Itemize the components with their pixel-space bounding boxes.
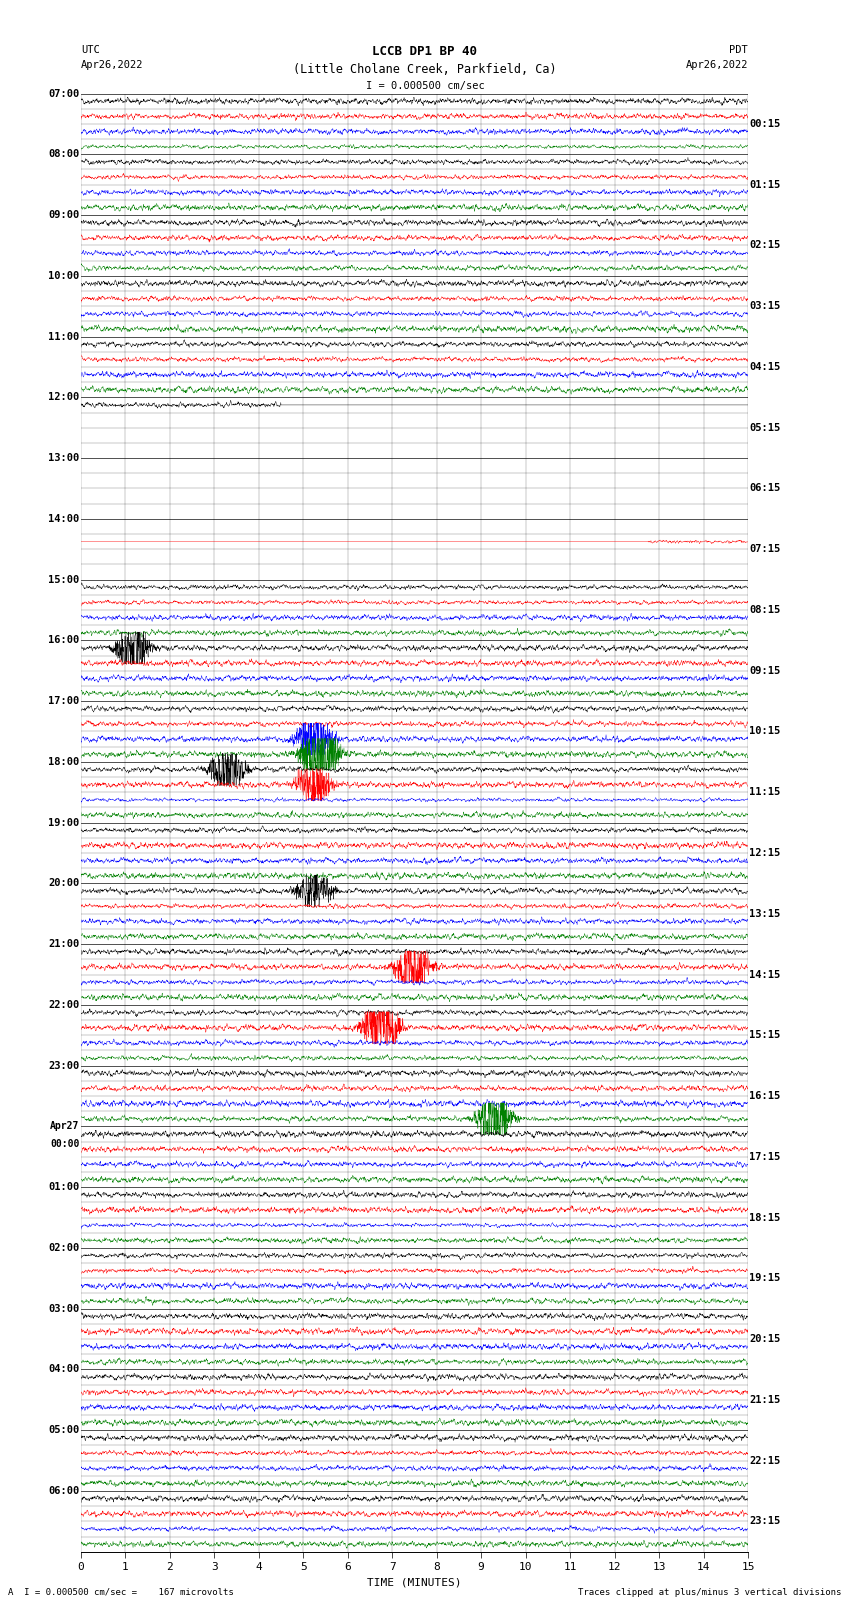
- Text: 12:00: 12:00: [48, 392, 79, 402]
- Text: Apr26,2022: Apr26,2022: [81, 60, 144, 69]
- Text: 02:00: 02:00: [48, 1244, 79, 1253]
- Text: 14:15: 14:15: [750, 969, 780, 979]
- Text: I = 0.000500 cm/sec: I = 0.000500 cm/sec: [366, 81, 484, 90]
- Text: Apr27: Apr27: [50, 1121, 79, 1131]
- Text: 22:00: 22:00: [48, 1000, 79, 1010]
- Text: Apr26,2022: Apr26,2022: [685, 60, 748, 69]
- X-axis label: TIME (MINUTES): TIME (MINUTES): [367, 1578, 462, 1587]
- Text: 11:15: 11:15: [750, 787, 780, 797]
- Text: 17:00: 17:00: [48, 697, 79, 706]
- Text: PDT: PDT: [729, 45, 748, 55]
- Text: 22:15: 22:15: [750, 1455, 780, 1466]
- Text: 06:00: 06:00: [48, 1486, 79, 1495]
- Text: 14:00: 14:00: [48, 515, 79, 524]
- Text: 00:15: 00:15: [750, 119, 780, 129]
- Text: 21:00: 21:00: [48, 939, 79, 948]
- Text: 01:15: 01:15: [750, 179, 780, 190]
- Text: 01:00: 01:00: [48, 1182, 79, 1192]
- Text: 15:00: 15:00: [48, 574, 79, 584]
- Text: 12:15: 12:15: [750, 848, 780, 858]
- Text: (Little Cholane Creek, Parkfield, Ca): (Little Cholane Creek, Parkfield, Ca): [293, 63, 557, 76]
- Text: 19:15: 19:15: [750, 1273, 780, 1284]
- Text: 23:00: 23:00: [48, 1061, 79, 1071]
- Text: 18:00: 18:00: [48, 756, 79, 766]
- Text: 04:00: 04:00: [48, 1365, 79, 1374]
- Text: 15:15: 15:15: [750, 1031, 780, 1040]
- Text: 07:15: 07:15: [750, 544, 780, 555]
- Text: A  I = 0.000500 cm/sec =    167 microvolts: A I = 0.000500 cm/sec = 167 microvolts: [8, 1587, 235, 1597]
- Text: 13:00: 13:00: [48, 453, 79, 463]
- Text: 11:00: 11:00: [48, 332, 79, 342]
- Text: 21:15: 21:15: [750, 1395, 780, 1405]
- Text: 03:15: 03:15: [750, 302, 780, 311]
- Text: 17:15: 17:15: [750, 1152, 780, 1161]
- Text: LCCB DP1 BP 40: LCCB DP1 BP 40: [372, 45, 478, 58]
- Text: 16:00: 16:00: [48, 636, 79, 645]
- Text: 09:00: 09:00: [48, 210, 79, 219]
- Text: 09:15: 09:15: [750, 666, 780, 676]
- Text: 04:15: 04:15: [750, 361, 780, 373]
- Text: UTC: UTC: [81, 45, 99, 55]
- Text: 20:00: 20:00: [48, 879, 79, 889]
- Text: 19:00: 19:00: [48, 818, 79, 827]
- Text: 18:15: 18:15: [750, 1213, 780, 1223]
- Text: 10:00: 10:00: [48, 271, 79, 281]
- Text: 13:15: 13:15: [750, 908, 780, 919]
- Text: 23:15: 23:15: [750, 1516, 780, 1526]
- Text: 03:00: 03:00: [48, 1303, 79, 1313]
- Text: 08:00: 08:00: [48, 150, 79, 160]
- Text: 02:15: 02:15: [750, 240, 780, 250]
- Text: Traces clipped at plus/minus 3 vertical divisions: Traces clipped at plus/minus 3 vertical …: [578, 1587, 842, 1597]
- Text: 06:15: 06:15: [750, 484, 780, 494]
- Text: 00:00: 00:00: [50, 1139, 79, 1148]
- Text: 08:15: 08:15: [750, 605, 780, 615]
- Text: 07:00: 07:00: [48, 89, 79, 98]
- Text: 05:15: 05:15: [750, 423, 780, 432]
- Text: 10:15: 10:15: [750, 726, 780, 737]
- Text: 20:15: 20:15: [750, 1334, 780, 1344]
- Text: 05:00: 05:00: [48, 1426, 79, 1436]
- Text: 16:15: 16:15: [750, 1090, 780, 1102]
